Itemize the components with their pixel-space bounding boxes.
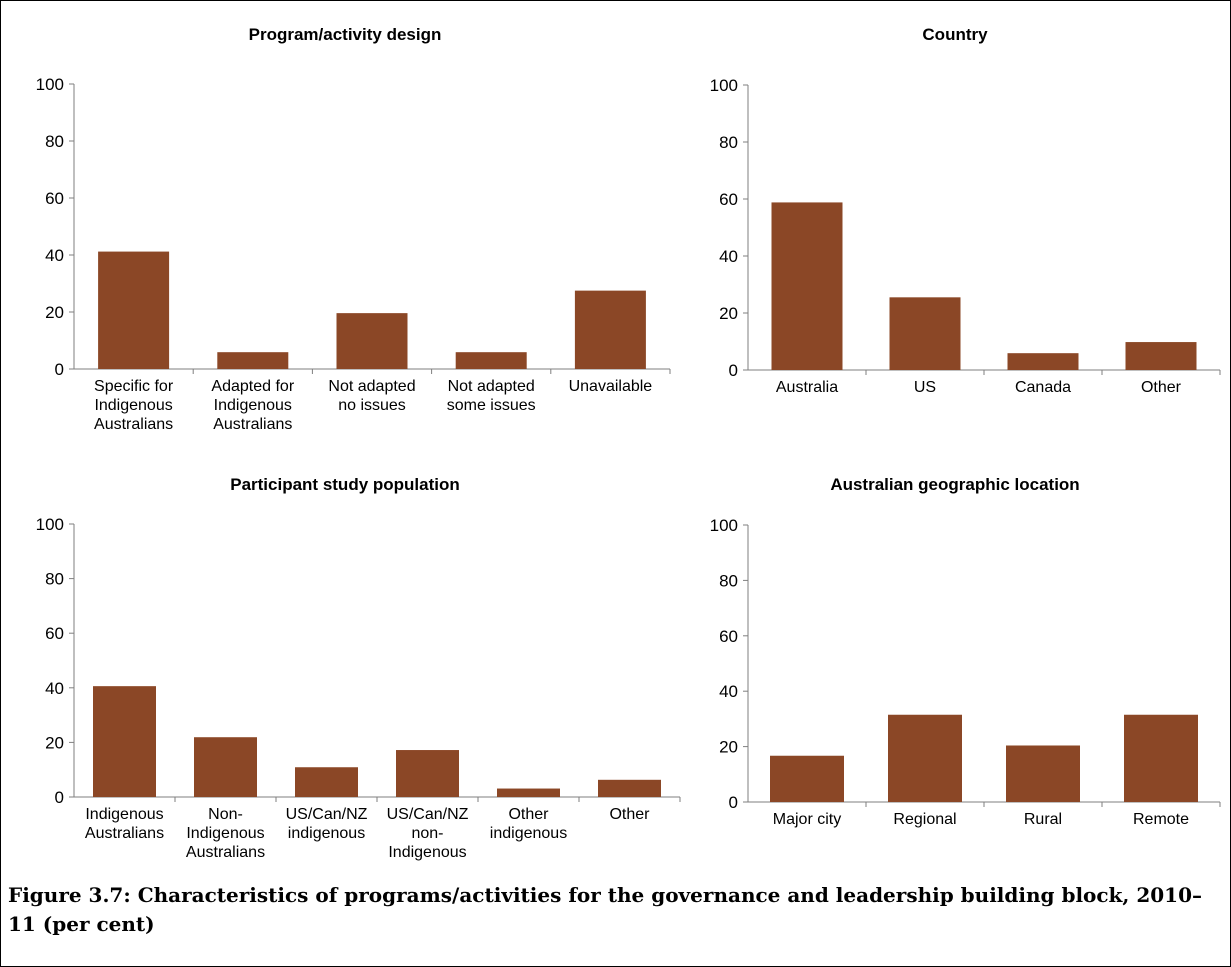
chart-3-y-tick-label: 40	[45, 679, 64, 698]
chart-3-y-tick-label: 60	[45, 624, 64, 643]
chart-2-bar	[889, 297, 961, 370]
chart-3-category-label: US/Can/NZ indigenous	[286, 806, 368, 842]
chart-2-bar	[771, 202, 843, 370]
chart-1-y-tick-label: 40	[45, 246, 64, 265]
chart-3-y-tick-label: 20	[45, 733, 64, 752]
chart-2-category-label: US	[914, 379, 936, 396]
chart-4-y-tick-label: 80	[719, 571, 738, 590]
chart-1-bar	[574, 290, 646, 369]
chart-1-bar	[336, 313, 408, 369]
chart-3-category-label: Other indigenous	[490, 806, 567, 842]
chart-1-category-label: Not adapted some issues	[447, 378, 536, 414]
figure-caption: Figure 3.7: Characteristics of programs/…	[8, 883, 1203, 936]
chart-2-category-label: Other	[1141, 379, 1182, 396]
chart-1-category-label: Adapted for Indigenous Australians	[211, 378, 294, 433]
chart-1-category-label: Specific for Indigenous Australians	[94, 378, 174, 433]
chart-1-y-tick-label: 60	[45, 189, 64, 208]
chart-3-bar	[598, 779, 661, 797]
chart-2-bar	[1125, 342, 1197, 370]
chart-1-y-tick-label: 0	[55, 360, 64, 379]
chart-3-bar	[497, 788, 560, 797]
chart-2-y-tick-label: 80	[719, 133, 738, 152]
chart-1-category-label: Not adapted no issues	[328, 378, 415, 414]
chart-3-bar	[93, 686, 156, 797]
chart-1-title: Program/activity design	[249, 25, 442, 44]
chart-1-bar	[98, 251, 170, 369]
chart-4-title: Australian geographic location	[830, 475, 1079, 494]
chart-3-bar	[295, 767, 358, 797]
chart-4-category-label: Remote	[1133, 811, 1189, 828]
chart-3-bar	[396, 750, 459, 797]
chart-4-y-tick-label: 0	[729, 793, 738, 812]
chart-4-bar	[770, 755, 844, 802]
chart-4-bar	[1124, 714, 1198, 802]
chart-3-category-label: US/Can/NZ non-Indigenous	[387, 806, 469, 861]
chart-2-title: Country	[922, 25, 988, 44]
chart-2-bar	[1007, 353, 1079, 370]
chart-1-y-tick-label: 20	[45, 303, 64, 322]
chart-4-y-tick-label: 100	[710, 516, 738, 535]
chart-3-bar	[194, 737, 257, 797]
chart-2-y-tick-label: 20	[719, 304, 738, 323]
chart-1-bar	[455, 352, 527, 369]
chart-3-category-label: Indigenous Australians	[85, 806, 164, 842]
chart-4-category-label: Rural	[1024, 811, 1062, 828]
chart-2-y-tick-label: 40	[719, 247, 738, 266]
chart-1-bar	[217, 352, 289, 369]
chart-1-category-label: Unavailable	[569, 378, 653, 395]
chart-3-y-tick-label: 100	[36, 515, 64, 534]
chart-3-category-label: Non-Indigenous Australians	[186, 806, 265, 861]
chart-3-y-tick-label: 0	[55, 788, 64, 807]
chart-4-category-label: Regional	[893, 811, 956, 828]
chart-2-category-label: Canada	[1015, 379, 1071, 396]
chart-4-bar	[1006, 745, 1080, 802]
chart-2-y-tick-label: 60	[719, 190, 738, 209]
chart-3-category-label: Other	[609, 806, 650, 823]
charts-area: Program/activity design 0 20 40 60 80 100 Speci…	[36, 25, 1221, 861]
chart-4-y-tick-label: 20	[719, 738, 738, 757]
chart-2-y-tick-label: 100	[710, 76, 738, 95]
chart-1-y-tick-label: 100	[36, 75, 64, 94]
chart-2-category-label: Australia	[776, 379, 838, 396]
chart-4-y-tick-label: 60	[719, 627, 738, 646]
chart-1-y-tick-label: 80	[45, 132, 64, 151]
chart-4-category-label: Major city	[773, 811, 841, 828]
chart-3-y-tick-label: 80	[45, 570, 64, 589]
chart-4-bar	[888, 714, 962, 802]
chart-3-title: Participant study population	[230, 475, 460, 494]
chart-2-y-tick-label: 0	[729, 361, 738, 380]
chart-4-y-tick-label: 40	[719, 682, 738, 701]
